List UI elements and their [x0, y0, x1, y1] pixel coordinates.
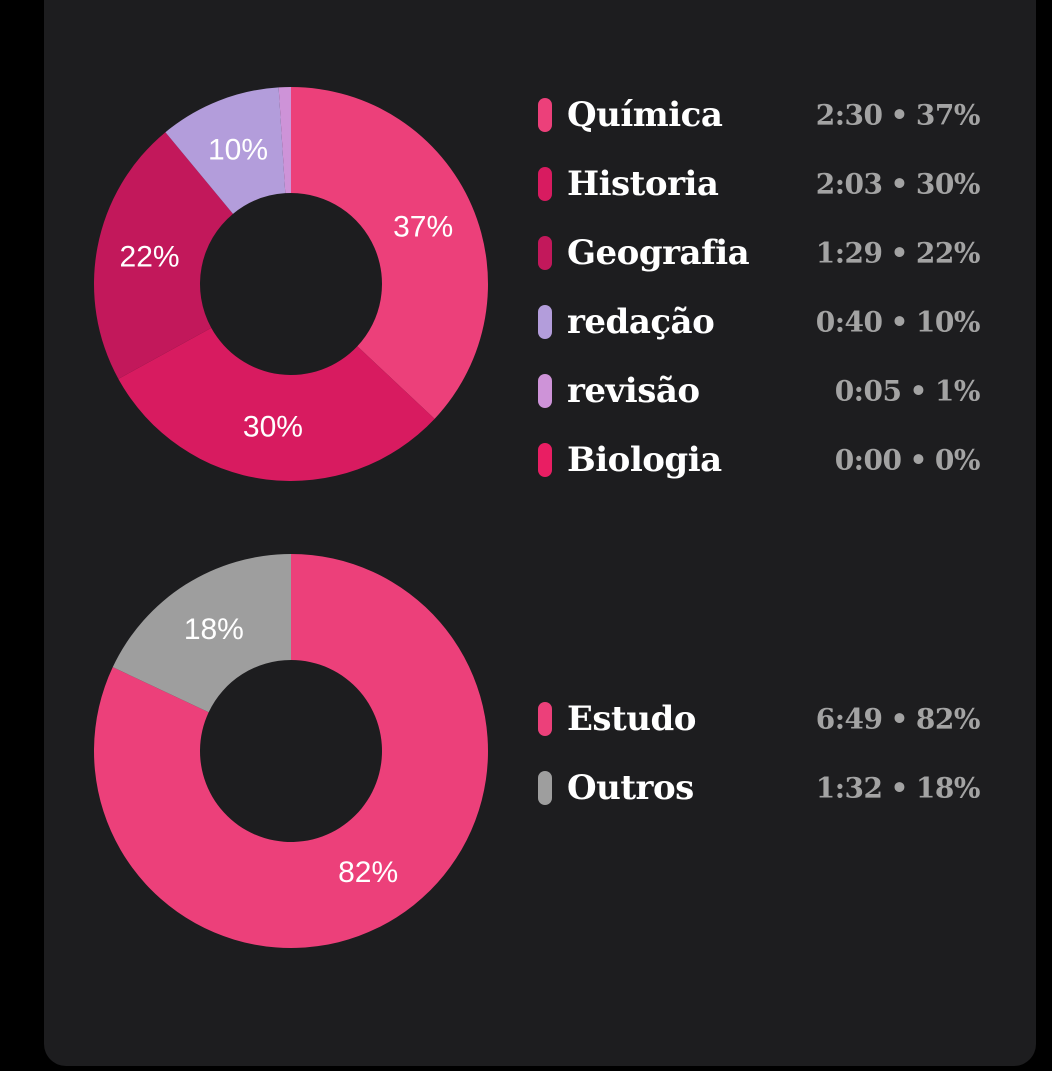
legend-label: Geografia — [567, 232, 750, 273]
slice-geografia — [94, 132, 233, 379]
legend-percent: 0% — [934, 443, 981, 476]
legend-swatch — [538, 701, 552, 736]
slice-quimica — [291, 87, 488, 419]
legend-item-historia: Historia 2:03 • 30% — [538, 149, 981, 218]
legend-time: 1:29 — [815, 236, 883, 269]
legend-separator: • — [909, 443, 928, 476]
legend-swatch — [538, 97, 552, 132]
legend-time: 2:30 — [815, 98, 883, 131]
legend-separator: • — [890, 236, 909, 269]
legend-label: Outros — [567, 767, 694, 808]
slice-label-historia: 30% — [243, 410, 303, 443]
legend-value: 1:32 • 18% — [815, 771, 981, 804]
subjects-donut-chart: 37% 30% 22% 10% — [94, 87, 488, 481]
legend-percent: 30% — [915, 167, 981, 200]
slice-label-outros: 18% — [184, 613, 244, 646]
legend-label: revisão — [567, 370, 700, 411]
legend-separator: • — [890, 771, 909, 804]
slice-redacao — [165, 87, 286, 214]
legend-item-outros: Outros 1:32 • 18% — [538, 753, 981, 822]
legend-item-biologia: Biologia 0:00 • 0% — [538, 425, 981, 494]
legend-percent: 1% — [934, 374, 981, 407]
legend-value: 2:30 • 37% — [815, 98, 981, 131]
slice-outros — [112, 554, 291, 713]
legend-label: Historia — [567, 163, 719, 204]
legend-item-revisao: revisão 0:05 • 1% — [538, 356, 981, 425]
legend-swatch — [538, 770, 552, 805]
subjects-legend: Química 2:30 • 37% Historia 2:03 • 30% Geografia… — [538, 80, 981, 494]
legend-separator: • — [890, 98, 909, 131]
legend-label: Química — [567, 94, 723, 135]
legend-value: 2:03 • 30% — [815, 167, 981, 200]
legend-time: 0:05 — [834, 374, 902, 407]
slice-estudo — [94, 554, 488, 948]
legend-percent: 82% — [915, 702, 981, 735]
legend-time: 0:40 — [815, 305, 883, 338]
legend-value: 6:49 • 82% — [815, 702, 981, 735]
legend-label: redação — [567, 301, 715, 342]
legend-separator: • — [909, 374, 928, 407]
legend-percent: 37% — [915, 98, 981, 131]
legend-label: Biologia — [567, 439, 722, 480]
legend-time: 2:03 — [815, 167, 883, 200]
legend-value: 1:29 • 22% — [815, 236, 981, 269]
legend-swatch — [538, 166, 552, 201]
legend-time: 0:00 — [834, 443, 902, 476]
slice-revisao — [278, 87, 291, 194]
legend-percent: 18% — [915, 771, 981, 804]
legend-item-estudo: Estudo 6:49 • 82% — [538, 684, 981, 753]
legend-percent: 22% — [915, 236, 981, 269]
legend-item-geografia: Geografia 1:29 • 22% — [538, 218, 981, 287]
legend-swatch — [538, 304, 552, 339]
legend-swatch — [538, 235, 552, 270]
legend-item-quimica: Química 2:30 • 37% — [538, 80, 981, 149]
legend-percent: 10% — [915, 305, 981, 338]
legend-separator: • — [890, 167, 909, 200]
legend-value: 0:00 • 0% — [834, 443, 981, 476]
legend-time: 6:49 — [815, 702, 883, 735]
legend-value: 0:40 • 10% — [815, 305, 981, 338]
legend-time: 1:32 — [815, 771, 883, 804]
legend-value: 0:05 • 1% — [834, 374, 981, 407]
slice-historia — [118, 327, 435, 481]
slice-label-quimica: 37% — [393, 210, 453, 243]
slice-label-redacao: 10% — [208, 134, 268, 167]
legend-swatch — [538, 373, 552, 408]
legend-separator: • — [890, 702, 909, 735]
legend-swatch — [538, 442, 552, 477]
activity-donut-chart: 82% 18% — [94, 554, 488, 948]
slice-label-geografia: 22% — [120, 241, 180, 274]
legend-label: Estudo — [567, 698, 696, 739]
slice-label-estudo: 82% — [338, 856, 398, 889]
legend-item-redacao: redação 0:40 • 10% — [538, 287, 981, 356]
legend-separator: • — [890, 305, 909, 338]
activity-legend: Estudo 6:49 • 82% Outros 1:32 • 18% — [538, 684, 981, 822]
